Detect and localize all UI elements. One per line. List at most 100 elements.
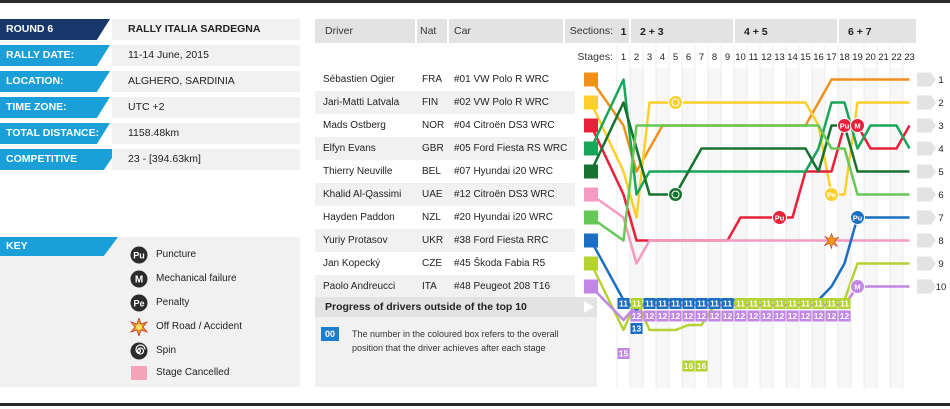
position-box [838, 298, 851, 309]
driver-car: #45 Škoda Fabia R5 [454, 258, 546, 269]
info-value: 1158.48km [112, 123, 300, 144]
mechanical-failure-icon-glyph: M [854, 122, 860, 131]
driver-nat: FRA [422, 74, 442, 85]
final-position-label: 5 [938, 167, 943, 178]
driver-car: #48 Peugeot 208 T16 [454, 281, 551, 292]
position-box [669, 298, 682, 309]
stage-column [786, 68, 799, 388]
info-key: COMPETITIVE STAGES: [0, 149, 118, 170]
driver-car: #07 Hyundai i20 WRC [454, 166, 553, 177]
position-box [695, 360, 708, 372]
outside-top10-title: Progress of drivers outside of the top 1… [315, 297, 597, 317]
puncture-icon-glyph: Pu [853, 214, 863, 223]
final-position-tab [917, 141, 936, 156]
final-position-tab [917, 256, 936, 271]
penalty-icon-glyph: Pe [827, 191, 836, 200]
section-label: 1 [621, 26, 627, 38]
position-box [760, 310, 773, 322]
driver-position-line [589, 262, 910, 332]
position-box [812, 310, 825, 322]
final-position-label: 9 [938, 259, 943, 270]
position-box [617, 298, 630, 309]
position-box-label: 11 [697, 299, 706, 309]
mechanical-failure-icon: M [130, 270, 148, 288]
position-box [695, 298, 708, 309]
svg-text:Pu: Pu [133, 251, 145, 261]
stage-column [890, 68, 903, 388]
stage-label: 15 [800, 52, 811, 63]
position-box [630, 323, 643, 334]
driver-name: Sébastien Ogier [323, 74, 395, 85]
top-rule [0, 0, 950, 3]
position-box-label: 11 [723, 299, 732, 309]
position-box-label: 16 [697, 361, 707, 371]
position-box-sample: 00 [321, 327, 339, 341]
position-box [656, 298, 669, 309]
arrow-right-icon [584, 301, 594, 313]
position-box [786, 298, 799, 309]
position-box [799, 298, 812, 309]
info-key: ROUND 6 [0, 19, 110, 40]
info-stages: COMPETITIVE STAGES: 23 - [394.63km] [0, 149, 300, 170]
position-box-label: 11 [736, 299, 745, 309]
position-box [786, 310, 799, 322]
final-position-label: 2 [938, 98, 943, 109]
position-box [721, 298, 734, 309]
position-box [734, 310, 747, 322]
driver-nat: UAE [422, 189, 443, 200]
position-box [695, 310, 708, 322]
driver-position-line [589, 101, 910, 219]
position-box-label: 12 [840, 311, 850, 321]
spin-icon-swirl [671, 190, 680, 199]
driver-row: Mads Ostberg NOR #04 Citroën DS3 WRC [315, 114, 575, 137]
position-box-label: 12 [749, 311, 759, 321]
info-date: RALLY DATE: 11-14 June, 2015 [0, 45, 300, 66]
driver-row: Hayden Paddon NZL #20 Hyundai i20 WRC [315, 206, 575, 229]
section-label: 4 + 5 [744, 26, 768, 38]
position-box [838, 310, 851, 322]
mechanical-failure-icon [850, 279, 865, 294]
position-box-label: 11 [619, 299, 628, 309]
stage-label: 8 [712, 52, 717, 63]
info-key: TIME ZONE: [0, 97, 110, 118]
info-round: ROUND 6 RALLY ITALIA SARDEGNA [0, 19, 300, 40]
position-box-label: 12 [801, 311, 811, 321]
driver-car: #38 Ford Fiesta RRC [454, 235, 549, 246]
stage-column [682, 68, 695, 388]
position-box-label: 11 [814, 299, 823, 309]
position-box-label: 11 [762, 299, 771, 309]
position-box-label: 12 [814, 311, 824, 321]
driver-name: Hayden Paddon [323, 212, 395, 223]
stage-label: 17 [826, 52, 837, 63]
driver-row: Khalid Al-Qassimi UAE #12 Citroën DS3 WRC [315, 183, 575, 206]
sections-band [617, 19, 916, 43]
position-box-label: 11 [827, 299, 836, 309]
stage-column [760, 68, 773, 388]
final-position-label: 1 [938, 75, 943, 86]
info-key: TOTAL DISTANCE: [0, 123, 110, 144]
info-value: UTC +2 [112, 97, 300, 118]
driver-position-line [590, 124, 910, 242]
final-position-tab [917, 72, 936, 87]
stage-label: 21 [878, 52, 889, 63]
position-box [630, 298, 643, 309]
driver-car: #04 Citroën DS3 WRC [454, 120, 555, 131]
info-timezone: TIME ZONE: UTC +2 [0, 97, 300, 118]
driver-name: Khalid Al-Qassimi [323, 189, 402, 200]
driver-name: Elfyn Evans [323, 143, 376, 154]
stage-column [708, 68, 721, 388]
final-position-tab [917, 164, 936, 179]
legend-label: Off Road / Accident [156, 321, 242, 332]
header-stages: Stages: [565, 45, 617, 69]
driver-name: Paolo Andreucci [323, 281, 396, 292]
info-key: RALLY DATE: [0, 45, 110, 66]
position-box-label: 13 [632, 324, 642, 334]
stage-column [695, 68, 708, 388]
position-box-label: 12 [788, 311, 798, 321]
position-box-label: 12 [697, 311, 707, 321]
driver-car: #12 Citroën DS3 WRC [454, 189, 555, 200]
driver-name: Jan Kopecký [323, 258, 381, 269]
stage-label: 13 [774, 52, 785, 63]
stage-column [747, 68, 760, 388]
